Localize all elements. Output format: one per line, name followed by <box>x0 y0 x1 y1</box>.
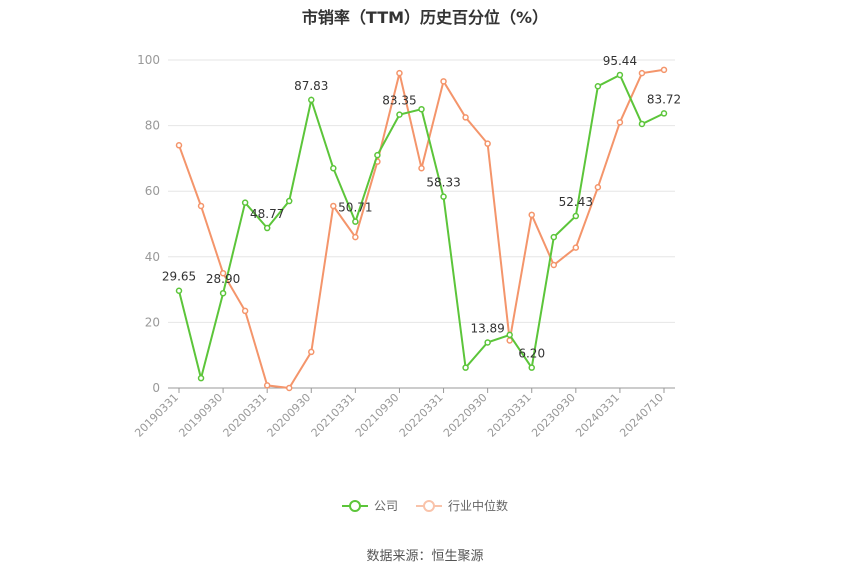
data-point <box>330 164 337 172</box>
data-label: 83.35 <box>382 94 416 108</box>
data-label: 29.65 <box>162 270 196 284</box>
data-label: 52.43 <box>559 195 593 209</box>
data-point <box>572 212 580 220</box>
data-point <box>594 184 602 191</box>
y-tick-label: 0 <box>152 381 160 395</box>
data-label: 6.20 <box>518 347 545 361</box>
data-point <box>616 119 624 126</box>
x-tick-label: 20190331 <box>132 391 181 440</box>
legend-swatch-company <box>341 499 368 513</box>
data-point <box>396 69 403 77</box>
chart-legend: 公司 行业中位数 <box>0 497 850 514</box>
data-label: 48.77 <box>250 207 284 221</box>
data-point <box>308 96 315 104</box>
data-point <box>197 202 205 210</box>
data-point <box>330 202 337 210</box>
x-tick-label: 20230930 <box>529 391 578 440</box>
data-label: 50.71 <box>338 201 372 215</box>
data-point <box>219 289 227 297</box>
legend-item-company[interactable]: 公司 <box>341 497 398 514</box>
x-tick-label: 20220331 <box>397 391 446 440</box>
data-point <box>440 78 447 85</box>
data-point <box>352 218 359 225</box>
data-point <box>285 384 293 392</box>
data-point <box>594 82 602 90</box>
data-point <box>484 140 491 147</box>
data-point <box>638 69 646 77</box>
data-label: 83.72 <box>647 92 681 106</box>
x-tick-label: 20200930 <box>265 391 314 440</box>
legend-label-company: 公司 <box>373 499 398 513</box>
data-source: 数据来源：恒生聚源 <box>366 549 484 564</box>
data-point <box>616 71 624 79</box>
data-point <box>175 287 183 294</box>
data-point <box>396 111 403 118</box>
data-point <box>528 211 535 219</box>
data-point <box>550 233 558 241</box>
data-point <box>660 110 668 117</box>
data-point <box>418 105 425 113</box>
data-point <box>484 339 491 346</box>
data-point <box>440 193 447 200</box>
y-tick-label: 100 <box>137 53 160 67</box>
data-point <box>263 224 271 232</box>
x-tick-label: 20230331 <box>485 391 534 440</box>
data-point <box>219 269 227 277</box>
data-point <box>462 114 469 121</box>
line-chart: 0 20 40 60 80 100 2019033120190930202003312020… <box>132 53 681 440</box>
x-tick-label: 20240331 <box>573 391 622 440</box>
data-point <box>638 120 646 128</box>
data-point <box>263 382 271 389</box>
y-tick-label: 60 <box>145 184 160 198</box>
data-point <box>550 261 558 269</box>
data-point <box>374 151 381 159</box>
x-tick-label: 20210331 <box>309 391 358 440</box>
legend-item-industry-median[interactable]: 行业中位数 <box>416 497 508 514</box>
y-tick-label: 20 <box>145 315 160 329</box>
data-label: 87.83 <box>294 79 328 93</box>
data-point <box>241 199 249 206</box>
data-point <box>308 348 315 356</box>
data-point <box>285 197 293 205</box>
data-label: 95.44 <box>603 54 637 68</box>
data-point <box>572 244 580 251</box>
x-tick-label: 20190930 <box>176 391 225 440</box>
y-tick-label: 40 <box>145 250 160 264</box>
series-line-1 <box>178 68 665 390</box>
y-tick-label: 80 <box>145 119 160 133</box>
data-point <box>175 142 183 149</box>
legend-label-industry-median: 行业中位数 <box>448 499 509 513</box>
data-label: 13.89 <box>470 321 504 335</box>
data-point <box>528 364 535 371</box>
data-point <box>352 233 359 241</box>
data-label: 58.33 <box>426 176 460 190</box>
data-point <box>241 307 249 315</box>
data-point <box>660 66 668 74</box>
legend-swatch-industry-median <box>416 499 442 513</box>
data-point <box>197 374 205 382</box>
data-point <box>462 364 469 371</box>
chart-title: 市销率（TTM）历史百分位（%） <box>301 8 549 27</box>
data-point <box>506 331 513 339</box>
x-tick-label: 20240710 <box>617 391 666 440</box>
x-tick-label: 20220930 <box>441 391 490 440</box>
data-label: 28.90 <box>206 272 240 286</box>
data-point <box>418 164 425 172</box>
x-tick-label: 20200331 <box>221 391 270 440</box>
x-tick-label: 20210930 <box>353 391 402 440</box>
